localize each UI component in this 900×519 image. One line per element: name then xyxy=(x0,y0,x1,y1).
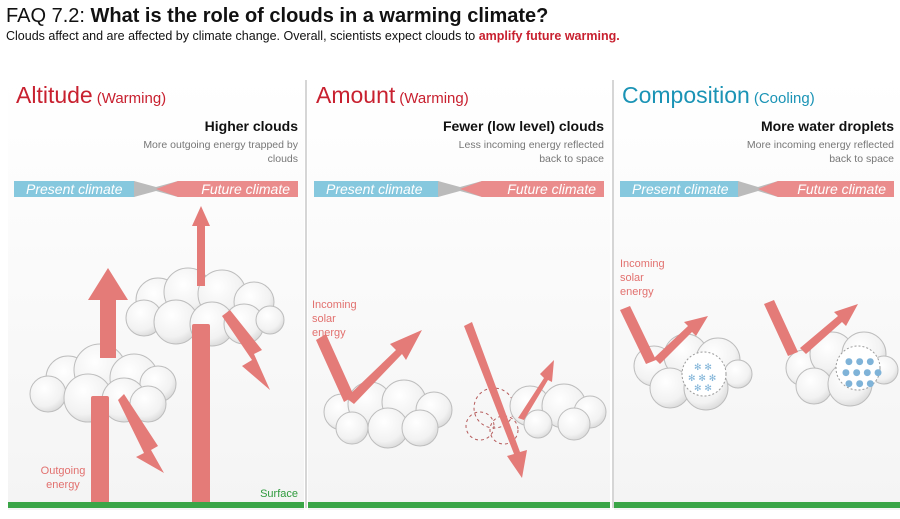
panel-divider xyxy=(305,80,307,508)
faq-subtitle: Clouds affect and are affected by climat… xyxy=(6,28,896,44)
effect-heading: Higher clouds xyxy=(204,118,298,134)
faq-question: What is the role of clouds in a warming … xyxy=(90,5,549,27)
effect-box: Fewer (low level) clouds Less incoming e… xyxy=(443,118,604,166)
high-cloud xyxy=(125,267,285,347)
climate-bar: Present climate Future climate xyxy=(14,181,298,197)
incoming-energy-label: Incoming solar energy xyxy=(620,258,665,298)
panel-effect-type: (Cooling) xyxy=(753,90,815,107)
svg-text:✻ ✻ ✻: ✻ ✻ ✻ xyxy=(688,374,716,384)
amount-scene xyxy=(308,322,610,508)
effect-description: More incoming energy reflected back to s… xyxy=(746,139,894,165)
panel-amount: Amount (Warming) Fewer (low level) clouds… xyxy=(308,78,610,510)
incoming-energy-present xyxy=(620,306,708,364)
altitude-scene xyxy=(8,206,304,508)
climate-bar: Present climate Future climate xyxy=(620,181,894,197)
faq-title: FAQ 7.2: What is the role of clouds in a… xyxy=(6,4,896,28)
effect-heading: Fewer (low level) clouds xyxy=(442,118,604,134)
svg-text:✻ ✻: ✻ ✻ xyxy=(694,363,712,373)
outgoing-energy-future xyxy=(192,206,270,506)
subtitle-end: . xyxy=(616,29,620,43)
outgoing-energy-present xyxy=(88,268,164,506)
panel-effect-type: (Warming) xyxy=(399,90,469,107)
subtitle-start: Clouds affect and are affected by climat… xyxy=(6,29,479,43)
panel-title-main: Altitude xyxy=(16,82,93,108)
surface-label: Surface xyxy=(260,488,298,500)
svg-text:✻ ✻: ✻ ✻ xyxy=(694,384,712,394)
outgoing-energy-label: Outgoing energy xyxy=(40,465,86,491)
panel-altitude: Altitude (Warming) Higher clouds More out… xyxy=(8,78,304,510)
panel-effect-type: (Warming) xyxy=(96,90,167,107)
present-low-cloud xyxy=(323,379,453,449)
incoming-energy-label: Incoming solar energy xyxy=(312,299,357,339)
surface-line xyxy=(614,502,900,508)
reflected-energy-present xyxy=(316,330,422,404)
surface-line xyxy=(308,502,610,508)
effect-heading: More water droplets xyxy=(760,118,894,134)
panel-composition: ✻ ✻ ✻ ✻ ✻ ✻ ✻ ● ● ● ● ● ● ● ● ● ● xyxy=(614,78,900,510)
svg-text:● ● ●: ● ● ● xyxy=(845,357,874,367)
panel-title-main: Composition xyxy=(622,82,750,108)
svg-text:● ● ● ●: ● ● ● ● xyxy=(842,368,882,378)
climate-bar: Present climate Future climate xyxy=(314,181,604,197)
panel-title: Amount (Warming) xyxy=(316,82,469,109)
svg-text:● ● ●: ● ● ● xyxy=(845,379,874,389)
present-climate-label: Present climate xyxy=(26,181,123,197)
future-climate-label: Future climate xyxy=(507,181,596,197)
present-climate-label: Present climate xyxy=(632,181,729,197)
effect-description: More outgoing energy trapped by clouds xyxy=(143,139,298,165)
effect-box: More water droplets More incoming energy… xyxy=(734,118,894,166)
future-climate-label: Future climate xyxy=(797,181,886,197)
panel-title: Composition (Cooling) xyxy=(622,82,815,109)
panel-title-main: Amount xyxy=(316,82,396,108)
ice-crystal-circle: ✻ ✻ ✻ ✻ ✻ ✻ ✻ xyxy=(681,351,727,397)
panel-title: Altitude (Warming) xyxy=(16,82,166,109)
future-climate-label: Future climate xyxy=(201,181,290,197)
surface-line xyxy=(8,502,304,508)
water-droplet-circle: ● ● ● ● ● ● ● ● ● ● xyxy=(835,345,882,391)
composition-scene: ✻ ✻ ✻ ✻ ✻ ✻ ✻ ● ● ● ● ● ● ● ● ● ● xyxy=(614,300,900,508)
panel-divider xyxy=(612,80,614,508)
figure-header: FAQ 7.2: What is the role of clouds in a… xyxy=(6,4,896,44)
incoming-energy-future xyxy=(764,300,858,356)
faq-number: FAQ 7.2: xyxy=(6,5,85,27)
present-climate-label: Present climate xyxy=(326,181,423,197)
subtitle-highlight: amplify future warming xyxy=(478,29,617,43)
effect-box: Higher clouds More outgoing energy trapp… xyxy=(138,118,298,166)
effect-description: Less incoming energy reflected back to s… xyxy=(458,139,604,165)
incoming-energy-future xyxy=(464,322,554,478)
